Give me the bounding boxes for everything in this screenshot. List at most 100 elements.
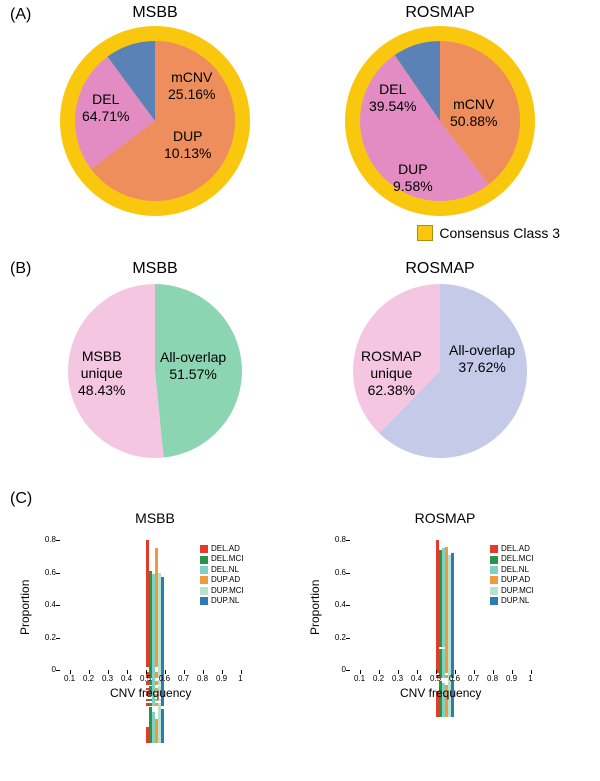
y-tick-label: 0.2 bbox=[38, 633, 56, 642]
legend-item: DUP.MCI bbox=[200, 586, 244, 596]
legend-item: DUP.AD bbox=[490, 575, 534, 585]
legend-label: DEL.MCI bbox=[211, 554, 243, 564]
slice-label: mCNV25.16% bbox=[168, 69, 215, 103]
legend-item: DEL.NL bbox=[200, 565, 244, 575]
slice-label: All-overlap51.57% bbox=[160, 349, 226, 383]
legend-item: DEL.AD bbox=[200, 544, 244, 554]
y-tick bbox=[56, 605, 60, 606]
x-tick-label: 0.6 bbox=[447, 674, 463, 683]
y-tick bbox=[56, 540, 60, 541]
legend-item: DEL.MCI bbox=[200, 554, 244, 564]
legend-label: DUP.NL bbox=[211, 596, 239, 606]
y-tick-label: 0 bbox=[328, 665, 346, 674]
slice-label: DEL39.54% bbox=[369, 81, 416, 115]
slice-label: DEL64.71% bbox=[82, 91, 129, 125]
legend-consensus: Consensus Class 3 bbox=[417, 225, 560, 241]
legend-label: DEL.NL bbox=[211, 565, 239, 575]
x-tick-label: 0.2 bbox=[371, 674, 387, 683]
x-axis-title: CNV frequency bbox=[110, 686, 191, 700]
y-tick bbox=[56, 670, 60, 671]
slice-label: ROSMAPunique62.38% bbox=[361, 348, 422, 398]
legend-swatch bbox=[200, 545, 208, 553]
x-tick-label: 0.5 bbox=[428, 674, 444, 683]
legend-label: DUP.MCI bbox=[211, 586, 244, 596]
bar bbox=[161, 709, 164, 743]
legend: DEL.ADDEL.MCIDEL.NLDUP.ADDUP.MCIDUP.NL bbox=[200, 544, 244, 606]
legend-swatch bbox=[200, 597, 208, 605]
x-tick-label: 0.9 bbox=[214, 674, 230, 683]
legend-label: DUP.AD bbox=[211, 575, 240, 585]
legend-item: DUP.NL bbox=[200, 596, 244, 606]
y-axis-title: Proportion bbox=[308, 580, 322, 635]
y-axis-title: Proportion bbox=[18, 580, 32, 635]
slice-label: DUP10.13% bbox=[164, 128, 211, 162]
y-tick-label: 0.4 bbox=[38, 600, 56, 609]
chart-title: ROSMAP bbox=[380, 260, 500, 278]
panel-label-c: (C) bbox=[10, 490, 32, 508]
legend-label: DEL.AD bbox=[211, 544, 240, 554]
slice-label: DUP9.58% bbox=[393, 161, 433, 195]
slice-label: All-overlap37.62% bbox=[449, 342, 515, 376]
x-tick-label: 0.7 bbox=[466, 674, 482, 683]
chart-title: ROSMAP bbox=[350, 510, 540, 526]
panel-label-a: (A) bbox=[10, 6, 31, 24]
y-tick-label: 0.2 bbox=[328, 633, 346, 642]
x-tick-label: 1 bbox=[233, 674, 249, 683]
legend-label: DEL.NL bbox=[501, 565, 529, 575]
legend-swatch bbox=[200, 587, 208, 595]
legend-item: DEL.AD bbox=[490, 544, 534, 554]
legend-label: DUP.NL bbox=[501, 596, 529, 606]
chart-title: ROSMAP bbox=[380, 4, 500, 22]
y-tick bbox=[56, 573, 60, 574]
legend-swatch bbox=[490, 587, 498, 595]
x-tick-label: 0.1 bbox=[352, 674, 368, 683]
x-tick-label: 0.9 bbox=[504, 674, 520, 683]
slice-label: mCNV50.88% bbox=[450, 96, 497, 130]
y-tick bbox=[346, 605, 350, 606]
x-tick-label: 0.4 bbox=[409, 674, 425, 683]
x-tick-label: 0.5 bbox=[138, 674, 154, 683]
legend-label: DUP.MCI bbox=[501, 586, 534, 596]
bar-group bbox=[60, 706, 250, 743]
x-tick-label: 0.3 bbox=[390, 674, 406, 683]
y-tick bbox=[346, 573, 350, 574]
legend-swatch bbox=[200, 566, 208, 574]
legend-label: DUP.AD bbox=[501, 575, 530, 585]
legend-label: DEL.AD bbox=[501, 544, 530, 554]
legend: DEL.ADDEL.MCIDEL.NLDUP.ADDUP.MCIDUP.NL bbox=[490, 544, 534, 606]
legend-swatch bbox=[490, 576, 498, 584]
slice-label: MSBBunique48.43% bbox=[78, 348, 125, 398]
y-tick-label: 0.4 bbox=[328, 600, 346, 609]
x-tick-label: 0.1 bbox=[62, 674, 78, 683]
y-tick bbox=[56, 638, 60, 639]
legend-swatch bbox=[490, 597, 498, 605]
legend-label: Consensus Class 3 bbox=[439, 225, 560, 241]
chart-title: MSBB bbox=[60, 510, 250, 526]
x-tick-label: 0.8 bbox=[195, 674, 211, 683]
bar bbox=[451, 553, 454, 647]
legend-item: DEL.MCI bbox=[490, 554, 534, 564]
legend-swatch bbox=[490, 545, 498, 553]
y-tick bbox=[346, 670, 350, 671]
legend-item: DEL.NL bbox=[490, 565, 534, 575]
pie-chart: MSBBunique48.43% All-overlap51.57% bbox=[68, 284, 242, 458]
y-tick-label: 0 bbox=[38, 665, 56, 674]
legend-swatch bbox=[200, 576, 208, 584]
y-tick-label: 0.6 bbox=[38, 568, 56, 577]
chart-title: MSBB bbox=[95, 260, 215, 278]
legend-swatch bbox=[490, 566, 498, 574]
x-tick-label: 0.2 bbox=[81, 674, 97, 683]
bar bbox=[161, 577, 164, 666]
y-tick-label: 0.8 bbox=[328, 535, 346, 544]
bar bbox=[161, 704, 164, 706]
legend-swatch bbox=[200, 556, 208, 564]
pie-chart: DEL64.71% mCNV25.16% DUP10.13% bbox=[60, 26, 250, 216]
legend-item: DUP.NL bbox=[490, 596, 534, 606]
x-tick-label: 0.4 bbox=[119, 674, 135, 683]
legend-item: DUP.MCI bbox=[490, 586, 534, 596]
y-tick bbox=[346, 638, 350, 639]
x-tick-label: 0.6 bbox=[157, 674, 173, 683]
panel-label-b: (B) bbox=[10, 260, 31, 278]
x-tick-label: 0.8 bbox=[485, 674, 501, 683]
bar bbox=[451, 647, 454, 658]
